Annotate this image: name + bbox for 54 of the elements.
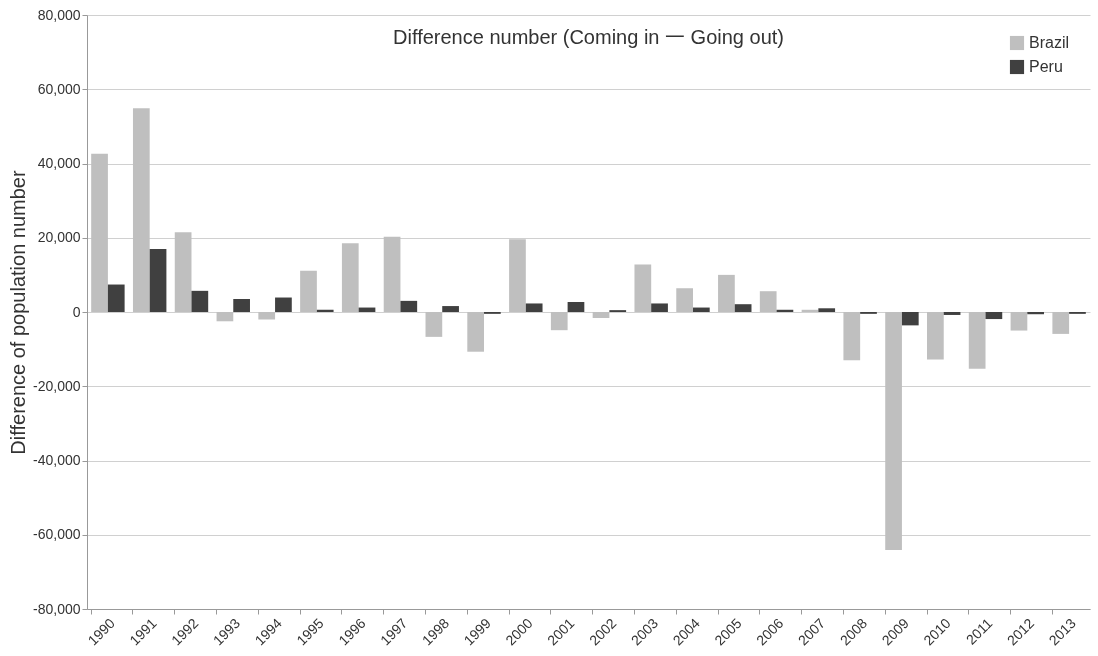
bar [191, 290, 209, 312]
bar [843, 312, 861, 361]
bar [300, 270, 317, 312]
bar [91, 153, 108, 312]
bar [567, 301, 585, 312]
y-tick-label: -60,000 [33, 526, 81, 543]
text: Difference number (Coming in 一 Going out) [393, 26, 784, 48]
bar [968, 312, 986, 369]
bar [467, 312, 485, 352]
legend-label: Brazil [1029, 34, 1070, 51]
y-tick-label: 0 [72, 303, 81, 320]
bar [149, 248, 167, 312]
bar [341, 243, 359, 312]
bar [718, 274, 735, 312]
bar [1010, 312, 1028, 331]
bar [216, 312, 234, 322]
bar [1052, 312, 1070, 334]
bar [592, 312, 610, 318]
y-tick-label: 20,000 [37, 229, 81, 246]
y-axis-title: Difference of population number [7, 170, 30, 455]
bar [759, 291, 777, 312]
bar [676, 288, 693, 312]
bar [634, 264, 652, 312]
bar [132, 108, 150, 312]
y-tick-label: -20,000 [33, 377, 81, 394]
bar [275, 297, 292, 312]
bar [107, 284, 125, 312]
bar [734, 304, 752, 312]
bar [509, 239, 526, 312]
y-tick-label: 40,000 [37, 155, 81, 171]
bar [885, 312, 902, 550]
bar [258, 312, 276, 320]
bar [943, 312, 961, 315]
bar [927, 312, 944, 360]
y-tick-label: -80,000 [33, 600, 81, 617]
bar [651, 303, 668, 312]
bar [400, 300, 418, 312]
bar [550, 312, 568, 331]
bar [692, 307, 710, 312]
bar [818, 308, 836, 312]
y-tick-label: 60,000 [37, 80, 81, 97]
bar [383, 236, 401, 312]
y-tick-label: -40,000 [33, 452, 81, 468]
legend-label: Peru [1029, 58, 1063, 75]
bar [174, 232, 192, 312]
bar [985, 312, 1003, 320]
bar [525, 303, 543, 312]
bar [442, 306, 459, 312]
bar [233, 299, 250, 312]
bar [316, 309, 334, 312]
y-tick-label: 80,000 [37, 6, 81, 23]
bar [1027, 312, 1045, 315]
bar [901, 312, 919, 326]
bar [425, 312, 443, 337]
